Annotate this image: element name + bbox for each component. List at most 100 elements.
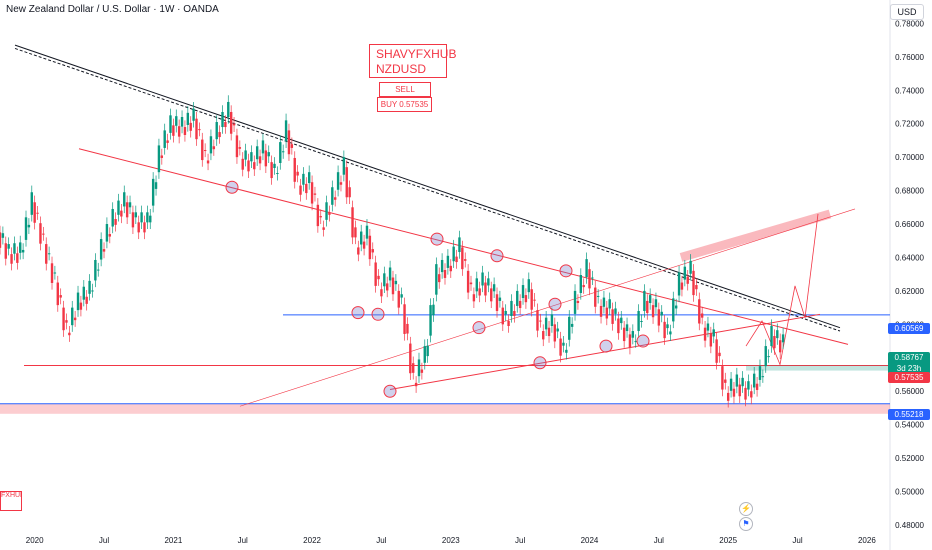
currency-button[interactable]: USD: [890, 4, 924, 20]
candle-body: [438, 274, 441, 283]
candle-body: [209, 136, 213, 154]
candle-body: [426, 345, 429, 357]
candle-body: [478, 288, 481, 296]
candle-body: [131, 212, 135, 228]
candle-body: [412, 363, 415, 373]
candle-body: [570, 323, 574, 327]
price-tag-current: 0.58767 3d 23h: [888, 352, 930, 374]
candle-body: [59, 295, 62, 298]
candle-body: [180, 117, 184, 127]
candle-body: [331, 187, 334, 205]
candle-body: [651, 305, 655, 318]
candle-body: [322, 227, 325, 230]
x-tick-label: Jul: [792, 536, 802, 545]
candle-body: [45, 244, 48, 264]
candle-body: [244, 150, 247, 160]
touch-point-marker: [351, 306, 365, 320]
candle-body: [403, 304, 406, 334]
target-zone: [746, 365, 890, 371]
candle-body: [137, 222, 140, 233]
candle-body: [36, 212, 39, 214]
y-tick-label: 0.52000: [895, 454, 924, 463]
candle-body: [660, 311, 663, 316]
candle-body: [227, 101, 230, 118]
candle-body: [498, 297, 502, 301]
descending-channel-line: [78, 148, 849, 345]
candle-body: [56, 282, 59, 306]
candle-body: [151, 178, 155, 206]
buy-annotation: BUY 0.57535: [377, 97, 432, 112]
price-tag-support: 0.55218: [888, 409, 930, 420]
candle-body: [400, 294, 403, 298]
candle-body: [599, 305, 603, 317]
candle-body: [458, 237, 461, 253]
candle-body: [718, 352, 721, 357]
candle-body: [154, 182, 158, 189]
y-tick-label: 0.48000: [895, 521, 924, 530]
candle-body: [452, 246, 455, 262]
candle-body: [203, 150, 207, 152]
candle-body: [414, 382, 418, 387]
candle-body: [273, 163, 276, 169]
brand-annotation: SHAVYFXHUB NZDUSD: [369, 44, 456, 78]
candle-body: [495, 294, 499, 311]
candle-body: [726, 392, 730, 401]
lightning-icon[interactable]: ⚡: [739, 502, 753, 516]
candle-body: [492, 284, 496, 292]
x-tick-label: 2021: [164, 536, 182, 545]
resistance-trendline: [14, 44, 841, 329]
candle-body: [677, 272, 681, 296]
candle-body: [539, 320, 542, 322]
candle-body: [513, 310, 516, 316]
candle-body: [212, 146, 216, 150]
x-tick-label: Jul: [99, 536, 109, 545]
candle-body: [527, 279, 530, 293]
x-tick-label: Jul: [515, 536, 525, 545]
us-flag-icon[interactable]: ⚑: [739, 517, 753, 531]
candle-body: [388, 267, 392, 281]
candle-body: [261, 140, 265, 154]
candle-body: [371, 249, 374, 253]
candle-body: [88, 280, 91, 294]
candle-body: [348, 187, 351, 198]
candle-body: [218, 132, 221, 138]
candle-body: [325, 202, 328, 220]
candle-body: [709, 333, 713, 347]
x-tick-label: 2023: [442, 536, 460, 545]
candle-body: [7, 244, 10, 249]
y-tick-label: 0.74000: [895, 86, 924, 95]
candle-body: [449, 265, 452, 272]
y-tick-label: 0.62000: [895, 287, 924, 296]
touch-point-marker: [548, 297, 562, 311]
candle-body: [267, 152, 270, 157]
candle-body: [455, 256, 458, 263]
candle-body: [195, 118, 198, 140]
touch-point-marker: [430, 232, 444, 246]
candle-body: [215, 122, 218, 140]
candle-body: [62, 307, 65, 331]
candle-body: [643, 290, 646, 311]
candle-body: [175, 116, 178, 126]
candle-body: [368, 235, 372, 260]
candle-body: [229, 111, 233, 134]
candle-body: [201, 139, 204, 161]
candle-body: [657, 309, 661, 326]
candle-body: [579, 275, 583, 293]
candle-body: [550, 314, 554, 327]
touch-point-marker: [533, 356, 547, 370]
candle-body: [596, 295, 600, 297]
candle-body: [767, 356, 770, 358]
candle-body: [443, 270, 447, 278]
candle-body: [700, 313, 704, 318]
candle-body: [241, 158, 244, 170]
candle-body: [724, 379, 727, 383]
candle-body: [290, 144, 294, 148]
candle-body: [556, 328, 559, 332]
candle-body: [761, 376, 765, 378]
candle-body: [617, 318, 620, 334]
y-tick-label: 0.64000: [895, 253, 924, 262]
x-tick-label: 2020: [26, 536, 44, 545]
candle-body: [146, 212, 149, 223]
candle-body: [721, 366, 724, 390]
